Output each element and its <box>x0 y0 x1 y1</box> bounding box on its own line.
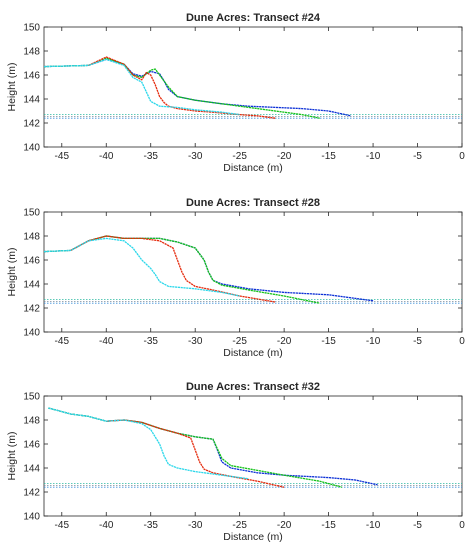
y-tick-label: 150 <box>23 392 40 403</box>
x-tick-label: -45 <box>55 520 70 531</box>
x-tick-label: -15 <box>321 336 336 347</box>
x-tick-label: -35 <box>143 151 158 162</box>
y-tick-label: 144 <box>23 280 40 291</box>
plot-area <box>43 26 463 148</box>
x-axis-label: Distance (m) <box>223 347 283 359</box>
x-tick-label: -30 <box>188 151 203 162</box>
transect-panel: Dune Acres: Transect #28 -45 -40 -35 -30 -25 -… <box>6 197 465 359</box>
x-tick-label: -45 <box>55 151 70 162</box>
x-tick-label: -5 <box>413 520 422 531</box>
x-tick-label: -10 <box>366 151 381 162</box>
transect-panel: Dune Acres: Transect #24 -45 -40 -35 -30 -25 -… <box>6 12 465 174</box>
y-axis-label: Height (m) <box>6 62 18 111</box>
y-tick-label: 150 <box>23 23 40 34</box>
y-tick-label: 140 <box>23 328 40 339</box>
x-tick-label: -40 <box>99 336 114 347</box>
x-tick-label: -5 <box>413 151 422 162</box>
y-tick-label: 150 <box>23 208 40 219</box>
x-tick-label: -15 <box>321 151 336 162</box>
x-tick-label: -45 <box>55 336 70 347</box>
y-tick-label: 142 <box>23 119 40 130</box>
y-tick-label: 146 <box>23 440 40 451</box>
y-axis-label: Height (m) <box>6 431 18 480</box>
x-tick-label: -10 <box>366 520 381 531</box>
y-tick-label: 148 <box>23 232 40 243</box>
y-tick-label: 142 <box>23 488 40 499</box>
x-tick-label: 0 <box>459 336 465 347</box>
profile-series-line <box>70 235 276 303</box>
x-tick-label: -5 <box>413 336 422 347</box>
x-tick-label: -25 <box>232 520 247 531</box>
chart-title: Dune Acres: Transect #28 <box>186 197 320 209</box>
y-tick-label: 148 <box>23 47 40 58</box>
chart-title: Dune Acres: Transect #32 <box>186 381 320 393</box>
x-tick-label: -35 <box>143 520 158 531</box>
y-axis-label: Height (m) <box>6 247 18 296</box>
x-tick-label: -20 <box>277 520 292 531</box>
x-tick-label: -25 <box>232 151 247 162</box>
profile-series-line <box>88 56 276 119</box>
x-tick-label: 0 <box>459 520 465 531</box>
y-tick-label: 144 <box>23 464 40 475</box>
x-tick-label: -40 <box>99 151 114 162</box>
y-tick-label: 148 <box>23 416 40 427</box>
x-axis-label: Distance (m) <box>223 531 283 543</box>
x-tick-label: -40 <box>99 520 114 531</box>
profile-series-line <box>43 58 240 116</box>
chart-title: Dune Acres: Transect #24 <box>186 12 321 24</box>
transect-panel: Dune Acres: Transect #32 -45 -40 -35 -30 -25 -… <box>6 381 465 543</box>
y-tick-label: 146 <box>23 71 40 82</box>
profile-series-line <box>43 237 240 297</box>
plot-area <box>43 395 463 517</box>
x-tick-label: -25 <box>232 336 247 347</box>
x-tick-label: -30 <box>188 520 203 531</box>
x-tick-label: -15 <box>321 520 336 531</box>
y-tick-label: 144 <box>23 95 40 106</box>
x-tick-label: -10 <box>366 336 381 347</box>
x-axis-label: Distance (m) <box>223 162 283 174</box>
x-tick-label: -30 <box>188 336 203 347</box>
x-tick-label: -20 <box>277 151 292 162</box>
x-tick-label: -35 <box>143 336 158 347</box>
y-tick-label: 140 <box>23 512 40 523</box>
y-tick-label: 140 <box>23 143 40 154</box>
x-tick-label: 0 <box>459 151 465 162</box>
x-tick-label: -20 <box>277 336 292 347</box>
plot-area <box>43 211 463 333</box>
y-tick-label: 142 <box>23 304 40 315</box>
profile-series-line <box>48 407 249 480</box>
y-tick-label: 146 <box>23 256 40 267</box>
